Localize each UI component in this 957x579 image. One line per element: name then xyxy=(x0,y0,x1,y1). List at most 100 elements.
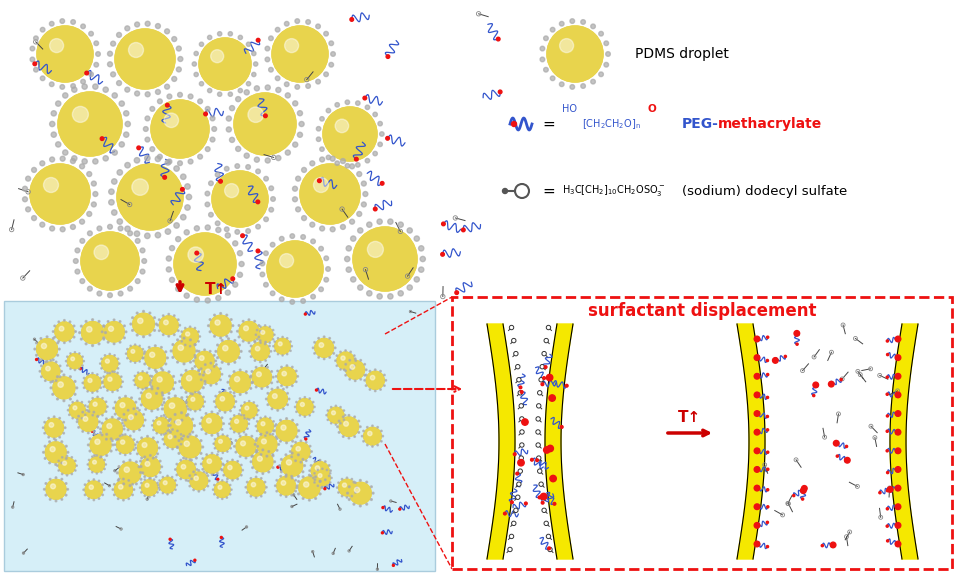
Circle shape xyxy=(175,480,176,481)
Circle shape xyxy=(343,421,355,433)
Circle shape xyxy=(132,329,133,331)
Circle shape xyxy=(132,351,138,357)
Circle shape xyxy=(319,247,323,251)
Circle shape xyxy=(278,342,287,351)
Circle shape xyxy=(354,380,356,382)
Circle shape xyxy=(355,492,356,493)
Circle shape xyxy=(157,324,159,326)
Circle shape xyxy=(58,321,59,323)
Circle shape xyxy=(142,459,159,475)
Circle shape xyxy=(133,352,137,356)
Circle shape xyxy=(159,319,160,320)
Circle shape xyxy=(181,174,186,179)
Circle shape xyxy=(137,146,141,149)
Circle shape xyxy=(220,313,221,314)
Circle shape xyxy=(144,363,145,365)
Circle shape xyxy=(143,481,156,494)
Circle shape xyxy=(309,445,311,447)
Circle shape xyxy=(135,373,150,388)
Circle shape xyxy=(81,417,82,419)
Circle shape xyxy=(188,408,189,410)
Circle shape xyxy=(311,175,348,212)
Circle shape xyxy=(106,258,114,265)
Circle shape xyxy=(146,463,154,470)
Circle shape xyxy=(145,193,154,201)
Circle shape xyxy=(202,374,204,376)
Circle shape xyxy=(51,424,57,431)
Circle shape xyxy=(255,86,259,91)
Circle shape xyxy=(191,380,193,383)
Circle shape xyxy=(261,365,262,367)
FancyBboxPatch shape xyxy=(452,297,952,569)
Circle shape xyxy=(151,354,159,362)
Text: O: O xyxy=(648,104,657,114)
Circle shape xyxy=(145,387,146,389)
Circle shape xyxy=(112,371,113,372)
Circle shape xyxy=(63,374,65,376)
Circle shape xyxy=(366,369,367,371)
Circle shape xyxy=(209,181,213,186)
Circle shape xyxy=(512,338,516,343)
Circle shape xyxy=(145,116,150,121)
Circle shape xyxy=(259,350,261,353)
Circle shape xyxy=(279,343,285,349)
Circle shape xyxy=(235,439,236,441)
Circle shape xyxy=(212,171,268,227)
Circle shape xyxy=(205,191,210,196)
Circle shape xyxy=(92,398,94,399)
Circle shape xyxy=(338,431,340,433)
Circle shape xyxy=(169,403,175,408)
Circle shape xyxy=(309,415,310,416)
Circle shape xyxy=(317,485,319,486)
Circle shape xyxy=(202,41,248,87)
Circle shape xyxy=(277,477,296,495)
Circle shape xyxy=(754,485,760,491)
Circle shape xyxy=(382,507,384,508)
Circle shape xyxy=(238,97,292,151)
Circle shape xyxy=(104,355,105,356)
Circle shape xyxy=(89,31,94,36)
Circle shape xyxy=(282,36,318,71)
Circle shape xyxy=(71,225,76,229)
Circle shape xyxy=(138,466,140,468)
Circle shape xyxy=(176,446,178,448)
Circle shape xyxy=(895,523,901,528)
Circle shape xyxy=(264,442,269,447)
Circle shape xyxy=(66,475,68,476)
Circle shape xyxy=(134,157,140,163)
Circle shape xyxy=(237,272,242,277)
Circle shape xyxy=(224,390,226,391)
Circle shape xyxy=(363,192,367,196)
Circle shape xyxy=(70,357,79,366)
Circle shape xyxy=(767,360,768,362)
Circle shape xyxy=(560,82,564,87)
Circle shape xyxy=(254,345,267,358)
Circle shape xyxy=(202,446,204,448)
Circle shape xyxy=(53,186,68,201)
Circle shape xyxy=(350,369,351,370)
Circle shape xyxy=(258,328,272,342)
Circle shape xyxy=(233,241,237,246)
Circle shape xyxy=(185,327,186,329)
Circle shape xyxy=(89,438,91,439)
Circle shape xyxy=(129,348,141,360)
Circle shape xyxy=(328,407,344,423)
Circle shape xyxy=(102,254,118,268)
Circle shape xyxy=(203,455,221,473)
Circle shape xyxy=(129,435,131,437)
Circle shape xyxy=(156,371,157,373)
Circle shape xyxy=(256,371,268,383)
Circle shape xyxy=(345,163,349,168)
Circle shape xyxy=(158,99,163,104)
Circle shape xyxy=(82,116,98,132)
Circle shape xyxy=(118,498,119,500)
Circle shape xyxy=(310,465,312,466)
Circle shape xyxy=(299,401,311,413)
Circle shape xyxy=(78,427,79,428)
Circle shape xyxy=(123,466,137,479)
Circle shape xyxy=(174,223,179,228)
Circle shape xyxy=(879,492,881,494)
Circle shape xyxy=(164,320,168,325)
Circle shape xyxy=(104,459,105,460)
Circle shape xyxy=(135,362,136,363)
